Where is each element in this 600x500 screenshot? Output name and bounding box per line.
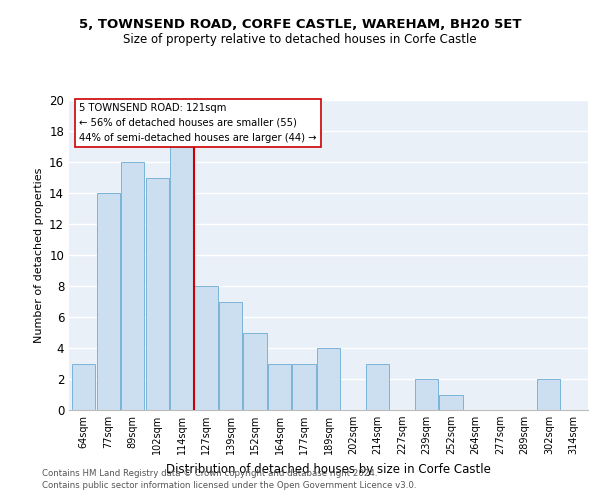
Bar — [146, 178, 169, 410]
X-axis label: Distribution of detached houses by size in Corfe Castle: Distribution of detached houses by size … — [166, 462, 491, 475]
Bar — [366, 364, 389, 410]
Bar — [415, 379, 438, 410]
Bar — [317, 348, 340, 410]
Text: Contains public sector information licensed under the Open Government Licence v3: Contains public sector information licen… — [42, 481, 416, 490]
Text: 5 TOWNSEND ROAD: 121sqm
← 56% of detached houses are smaller (55)
44% of semi-de: 5 TOWNSEND ROAD: 121sqm ← 56% of detache… — [79, 103, 317, 142]
Y-axis label: Number of detached properties: Number of detached properties — [34, 168, 44, 342]
Text: 5, TOWNSEND ROAD, CORFE CASTLE, WAREHAM, BH20 5ET: 5, TOWNSEND ROAD, CORFE CASTLE, WAREHAM,… — [79, 18, 521, 30]
Bar — [194, 286, 218, 410]
Bar — [537, 379, 560, 410]
Bar — [121, 162, 144, 410]
Text: Contains HM Land Registry data © Crown copyright and database right 2024.: Contains HM Land Registry data © Crown c… — [42, 468, 377, 477]
Bar — [439, 394, 463, 410]
Bar — [97, 193, 120, 410]
Bar — [268, 364, 291, 410]
Bar — [72, 364, 95, 410]
Bar — [292, 364, 316, 410]
Text: Size of property relative to detached houses in Corfe Castle: Size of property relative to detached ho… — [123, 32, 477, 46]
Bar — [170, 146, 193, 410]
Bar — [244, 332, 266, 410]
Bar — [219, 302, 242, 410]
